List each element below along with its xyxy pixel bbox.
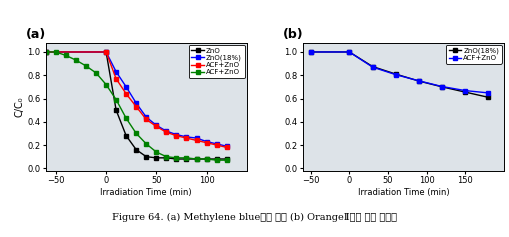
ACF+ZnO xyxy=(174,156,180,159)
ZnO(18%) xyxy=(193,137,200,140)
Text: Figure 64. (a) Methylene blue용액 분해 (b) OrangeⅡ용액 분해 그래프: Figure 64. (a) Methylene blue용액 분해 (b) O… xyxy=(112,213,397,223)
ZnO(18%) xyxy=(392,73,399,76)
ACF+ZnO xyxy=(346,50,352,53)
ZnO(18%) xyxy=(223,145,230,148)
ZnO(18%) xyxy=(346,50,352,53)
ZnO(18%) xyxy=(307,50,314,53)
ZnO(18%) xyxy=(103,50,109,53)
Line: ZnO(18%): ZnO(18%) xyxy=(309,50,490,99)
ACF+ZnO xyxy=(416,79,422,82)
ACF+ZnO xyxy=(43,50,49,53)
ZnO xyxy=(204,158,210,160)
ACF+ZnO xyxy=(73,59,79,62)
ZnO(18%) xyxy=(462,91,468,94)
ACF+ZnO xyxy=(53,50,59,53)
ACF+ZnO xyxy=(103,50,109,53)
ZnO(18%) xyxy=(214,142,220,145)
ZnO(18%) xyxy=(153,124,159,127)
ZnO xyxy=(193,158,200,160)
ACF+ZnO xyxy=(193,139,200,142)
ACF+ZnO xyxy=(439,85,445,88)
ZnO xyxy=(223,158,230,160)
ACF+ZnO xyxy=(204,158,210,160)
ZnO(18%) xyxy=(43,50,49,53)
ZnO(18%) xyxy=(439,86,445,88)
ACF+ZnO xyxy=(63,54,69,57)
ACF+ZnO xyxy=(133,132,139,135)
Line: ACF+ZnO: ACF+ZnO xyxy=(309,50,490,95)
ACF+ZnO xyxy=(143,142,149,145)
ZnO xyxy=(103,50,109,53)
ZnO xyxy=(123,134,129,137)
ZnO(18%) xyxy=(123,86,129,88)
ACF+ZnO xyxy=(214,159,220,162)
Line: ACF+ZnO: ACF+ZnO xyxy=(44,50,229,149)
ZnO xyxy=(43,50,49,53)
ACF+ZnO xyxy=(123,117,129,120)
Legend: ZnO, ZnO(18%), ACF+ZnO, ACF+ZnO: ZnO, ZnO(18%), ACF+ZnO, ACF+ZnO xyxy=(189,45,245,78)
ZnO(18%) xyxy=(486,96,492,99)
ACF+ZnO xyxy=(93,72,99,74)
Text: (a): (a) xyxy=(26,28,46,41)
ACF+ZnO xyxy=(143,118,149,121)
ZnO(18%) xyxy=(113,70,119,73)
ACF+ZnO xyxy=(486,91,492,94)
ZnO xyxy=(214,158,220,160)
ACF+ZnO xyxy=(153,125,159,128)
ACF+ZnO xyxy=(43,50,49,53)
Text: (b): (b) xyxy=(283,28,303,41)
Y-axis label: C/C₀: C/C₀ xyxy=(14,96,24,117)
ACF+ZnO xyxy=(214,144,220,146)
ZnO xyxy=(143,155,149,158)
ZnO xyxy=(153,156,159,159)
ACF+ZnO xyxy=(113,98,119,101)
ACF+ZnO xyxy=(307,50,314,53)
ZnO(18%) xyxy=(163,130,169,132)
ZnO xyxy=(163,156,169,159)
ACF+ZnO xyxy=(193,158,200,160)
ZnO(18%) xyxy=(174,133,180,136)
ACF+ZnO xyxy=(113,77,119,80)
Line: ZnO: ZnO xyxy=(44,50,229,161)
X-axis label: Irradiation Time (min): Irradiation Time (min) xyxy=(100,188,192,197)
ACF+ZnO xyxy=(163,155,169,158)
ACF+ZnO xyxy=(153,150,159,153)
ACF+ZnO xyxy=(204,141,210,144)
ZnO xyxy=(133,148,139,151)
ZnO(18%) xyxy=(133,102,139,105)
ZnO xyxy=(174,158,180,160)
X-axis label: Irradiation Time (min): Irradiation Time (min) xyxy=(358,188,449,197)
ACF+ZnO xyxy=(392,73,399,76)
ACF+ZnO xyxy=(103,83,109,86)
ACF+ZnO xyxy=(183,137,189,140)
ACF+ZnO xyxy=(183,156,189,159)
ZnO(18%) xyxy=(370,65,376,68)
ACF+ZnO xyxy=(133,105,139,108)
ACF+ZnO xyxy=(83,64,89,67)
Line: ZnO(18%): ZnO(18%) xyxy=(44,50,229,148)
ZnO(18%) xyxy=(416,80,422,82)
ACF+ZnO xyxy=(223,159,230,162)
ZnO(18%) xyxy=(204,140,210,143)
ACF+ZnO xyxy=(462,89,468,92)
ACF+ZnO xyxy=(163,131,169,134)
ZnO(18%) xyxy=(183,136,189,138)
Line: ACF+ZnO: ACF+ZnO xyxy=(44,50,229,162)
Legend: ZnO(18%), ACF+ZnO: ZnO(18%), ACF+ZnO xyxy=(446,45,502,64)
ZnO xyxy=(113,109,119,112)
ACF+ZnO xyxy=(370,66,376,68)
ZnO(18%) xyxy=(143,116,149,118)
ACF+ZnO xyxy=(174,134,180,137)
ACF+ZnO xyxy=(123,92,129,95)
ACF+ZnO xyxy=(223,146,230,149)
ZnO xyxy=(183,158,189,160)
